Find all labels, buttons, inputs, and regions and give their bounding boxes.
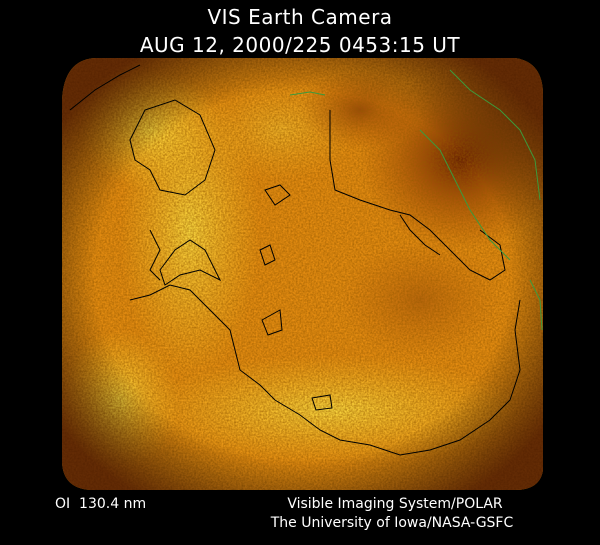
filter-label: OI 130.4 nm	[55, 496, 146, 512]
earth-image	[62, 58, 543, 490]
timestamp: AUG 12, 2000/225 0453:15 UT	[140, 33, 461, 57]
title: VIS Earth Camera	[207, 5, 392, 29]
coastline	[69, 64, 521, 456]
institution-label: The University of Iowa/NASA-GSFC	[270, 515, 514, 531]
coastline-green	[289, 69, 543, 331]
instrument-label: Visible Imaging System/POLAR	[287, 496, 503, 512]
